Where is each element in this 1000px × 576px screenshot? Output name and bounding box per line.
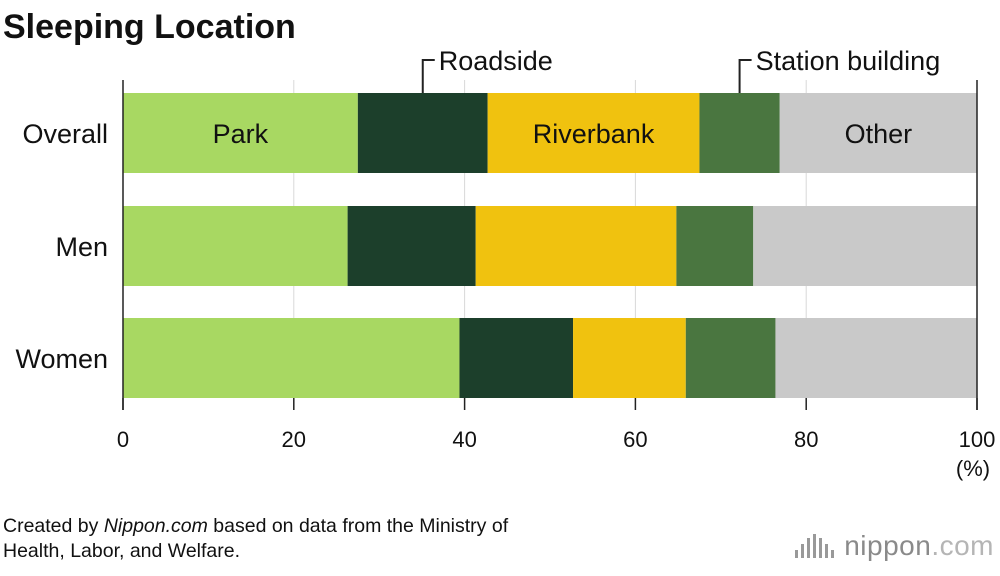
bar-other-women [775, 318, 977, 398]
x-tick-label: 100 [959, 427, 996, 452]
source-site: Nippon.com [103, 515, 208, 537]
bar-riverbank-women [573, 318, 686, 398]
source-line-2: Health, Labor, and Welfare. [3, 540, 241, 562]
x-axis: 0 20 40 60 80 100 (%) [117, 80, 995, 481]
inline-label-other: Other [845, 119, 913, 149]
nippon-bars-icon [795, 534, 835, 558]
source-prefix: Created by [3, 515, 104, 537]
bar-park-men [123, 206, 348, 286]
category-label: Women [15, 344, 108, 374]
x-tick-label: 20 [282, 427, 306, 452]
bar-roadside-overall [357, 93, 488, 173]
bar-riverbank-overall [487, 93, 700, 173]
bars [123, 93, 977, 398]
x-tick-label: 40 [452, 427, 476, 452]
category-labels: Overall Men Women [15, 119, 108, 374]
callout-label-station-building: Station building [756, 46, 941, 76]
category-label: Overall [22, 119, 108, 149]
bar-other-men [753, 206, 977, 286]
source-note: Created by Nippon.com based on data from… [3, 514, 508, 564]
x-unit-label: (%) [956, 456, 990, 481]
brand-dot-com: .com [931, 530, 994, 561]
source-suffix: based on data from the Ministry of [207, 515, 509, 537]
bar-roadside-men [347, 206, 476, 286]
inline-series-labels: Park Riverbank Other Roadside Station buildi… [213, 46, 941, 149]
bar-roadside-women [459, 318, 574, 398]
bar-riverbank-men [475, 206, 677, 286]
callout-label-roadside: Roadside [439, 46, 553, 76]
x-tick-label: 0 [117, 427, 129, 452]
chart-title: Sleeping Location [3, 8, 296, 46]
bar-park-women [123, 318, 460, 398]
bar-station-building-women [685, 318, 776, 398]
nippon-logo: nippon .com [795, 530, 994, 562]
x-tick-label: 80 [794, 427, 818, 452]
callout-line [421, 59, 435, 93]
category-label: Men [55, 232, 108, 262]
x-tick-label: 60 [623, 427, 647, 452]
inline-label-riverbank: Riverbank [533, 119, 655, 149]
bar-other-overall [779, 93, 977, 173]
bar-station-building-overall [699, 93, 780, 173]
bar-station-building-men [676, 206, 754, 286]
brand-text: nippon [844, 530, 932, 561]
callout-line [738, 59, 752, 93]
bar-park-overall [123, 93, 358, 173]
inline-label-park: Park [213, 119, 269, 149]
chart: Sleeping Location 0 20 40 60 80 100 (%) Overal… [3, 8, 995, 481]
